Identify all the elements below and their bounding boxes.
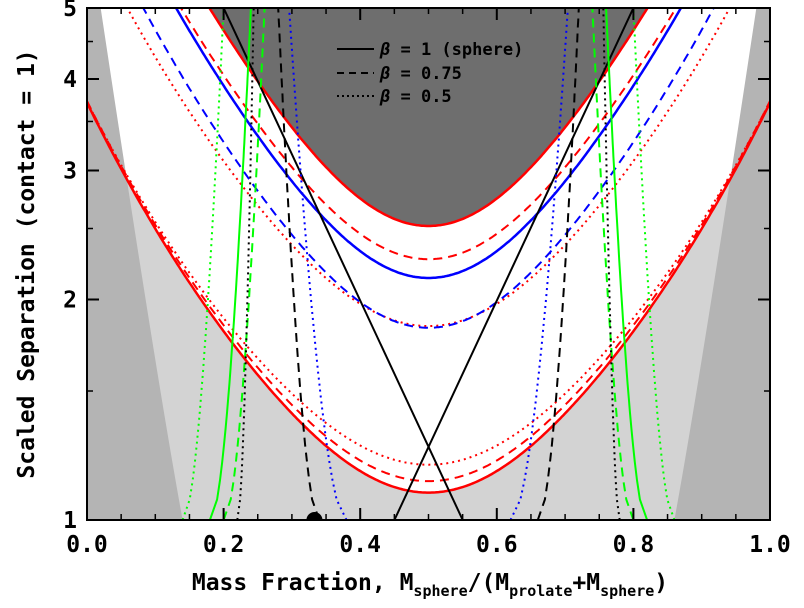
legend-label-dashed: β = 0.75 [379,64,462,84]
y-axis-label: Scaled Separation (contact = 1) [14,49,40,478]
y-tick-label: 3 [63,159,77,185]
x-tick-label: 0.2 [203,532,245,558]
y-tick-label: 1 [63,508,77,534]
x-axis-label: Mass Fraction, Msphere/(Mprolate+Msphere… [192,570,668,600]
x-tick-label: 0.6 [476,532,518,558]
y-tick-label: 4 [63,67,77,93]
dark-region-top [184,0,672,226]
y-tick-label: 5 [63,0,77,22]
x-tick-label: 0.8 [613,532,655,558]
legend-label-solid: β = 1 (sphere) [379,40,523,60]
x-tick-label: 0.4 [339,532,381,558]
legend-label-dotted: β = 0.5 [379,87,452,107]
x-tick-label: 1.0 [749,532,791,558]
y-tick-label: 2 [63,287,77,313]
x-tick-label: 0.0 [66,532,108,558]
